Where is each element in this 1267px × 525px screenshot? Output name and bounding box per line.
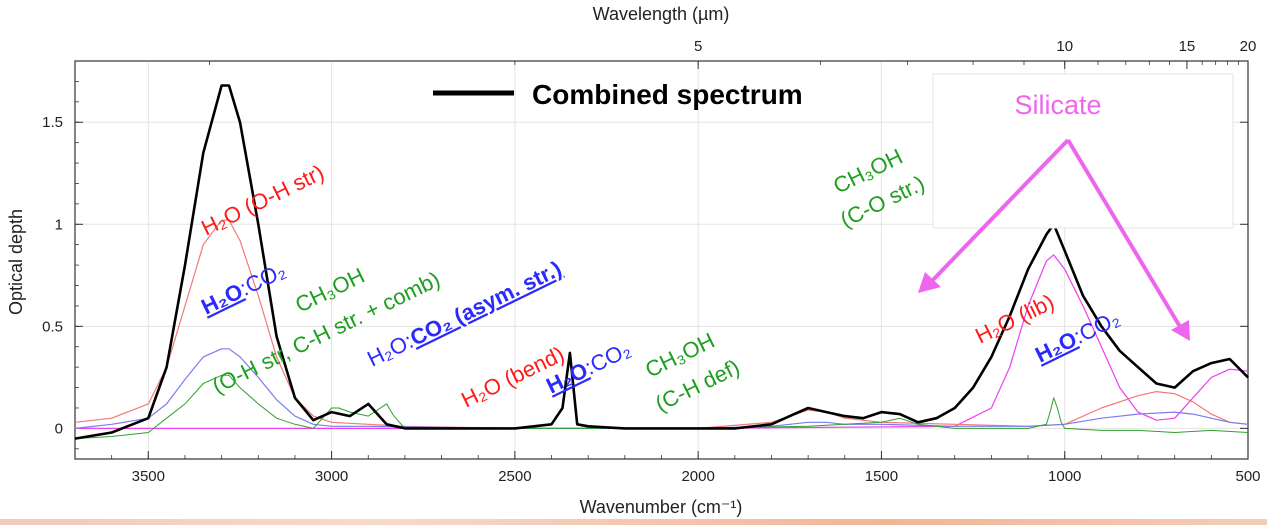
top-tick-label: 20 [1240, 38, 1257, 55]
top-tick-label: 15 [1179, 38, 1196, 55]
top-axis-title: Wavelength (µm) [593, 4, 730, 24]
x-tick-label: 2000 [681, 468, 714, 485]
silicate-arrows [918, 138, 1190, 341]
bottom-axis-title: Wavenumber (cm⁻¹) [580, 497, 743, 517]
y-tick-label: 0 [55, 420, 63, 437]
x-tick-label: 3000 [315, 468, 348, 485]
silicate-arrowhead-right [1171, 320, 1190, 341]
silicate-arrow-left [928, 138, 1070, 285]
silicate-arrow-right [1066, 138, 1184, 332]
series-combined [74, 84, 1249, 440]
annotation-silicate: Silicate [1014, 90, 1101, 120]
silicate-arrowhead-left [918, 272, 941, 293]
bottom-strip [0, 519, 1267, 525]
annotation-h2o-oh-str: H₂O (O-H str) [197, 160, 328, 241]
series-layer [74, 84, 1249, 440]
silicate-legend-box [932, 73, 1234, 229]
top-tick-label: 5 [694, 38, 702, 55]
y-tick-label: 1 [55, 216, 63, 233]
axis-ticks: 3500 3000 2500 2000 1500 1000 500 0 0.5 1 1.5 5 10 15… [42, 38, 1260, 485]
series-silicate [75, 254, 1249, 429]
y-axis-title: Optical depth [6, 209, 26, 315]
legend-label: Combined spectrum [532, 79, 803, 110]
annotation-h2o-co2-1: H₂O:CO₂ [197, 257, 289, 319]
x-tick-label: 500 [1235, 468, 1260, 485]
top-tick-label: 10 [1056, 38, 1073, 55]
x-tick-label: 3500 [132, 468, 165, 485]
x-tick-label: 2500 [498, 468, 531, 485]
y-tick-label: 1.5 [42, 114, 63, 131]
x-tick-label: 1500 [865, 468, 898, 485]
y-tick-label: 0.5 [42, 318, 63, 335]
x-tick-label: 1000 [1048, 468, 1081, 485]
